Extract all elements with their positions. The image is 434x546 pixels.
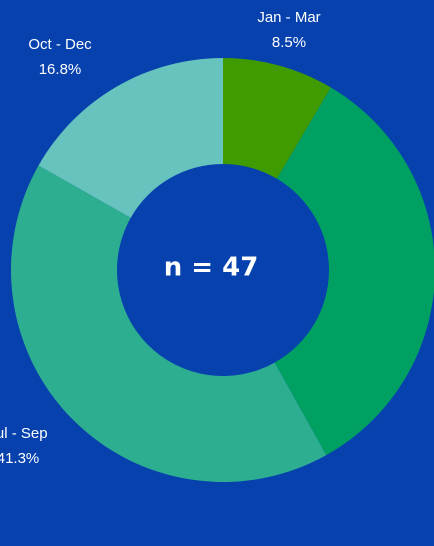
- slice-value-label: 41.3%: [0, 450, 39, 467]
- slice: [38, 58, 224, 218]
- slice: [274, 87, 434, 456]
- center-label: n = 47: [164, 253, 259, 283]
- slice-label: Oct - Dec: [28, 36, 92, 53]
- slice-label: Jul - Sep: [0, 425, 48, 442]
- slice-value-label: 8.5%: [272, 34, 306, 51]
- slice-value-label: 16.8%: [39, 61, 82, 78]
- slice: [11, 165, 327, 482]
- slice: [223, 58, 331, 179]
- slices: [11, 58, 434, 482]
- slice-label: Jan - Mar: [257, 9, 320, 26]
